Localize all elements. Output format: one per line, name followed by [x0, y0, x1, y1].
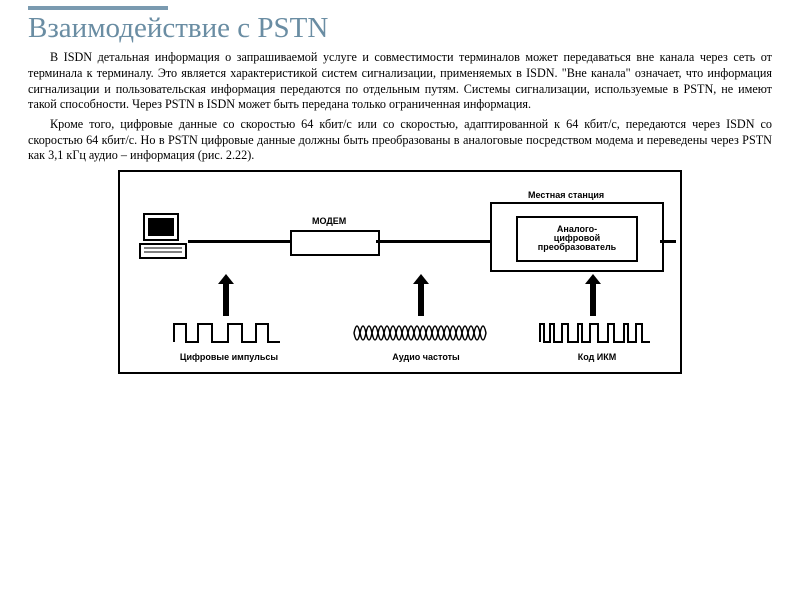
tx-line-2: [376, 240, 490, 243]
digital-waveform: [172, 320, 282, 346]
audio-waveform: [352, 318, 492, 348]
tx-line-3: [660, 240, 676, 243]
paragraph-2: Кроме того, цифровые данные со скоростью…: [28, 117, 772, 164]
digital-label: Цифровые импульсы: [174, 352, 284, 362]
paragraph-1: В ISDN детальная информация о запрашивае…: [28, 50, 772, 112]
arrow-audio: [418, 282, 424, 316]
pcm-label: Код ИКМ: [562, 352, 632, 362]
tx-line-1: [188, 240, 290, 243]
accent-bar: [28, 6, 168, 10]
computer-icon: [138, 212, 194, 264]
adc-box: Аналого- цифровой преобразователь: [516, 216, 638, 262]
station-label: Местная станция: [528, 190, 604, 200]
diagram-figure: МОДЕМ Местная станция Аналого- цифровой …: [118, 170, 682, 374]
pcm-waveform: [538, 320, 658, 346]
audio-label: Аудио частоты: [376, 352, 476, 362]
modem-label: МОДЕМ: [312, 216, 346, 226]
modem-box: [290, 230, 380, 256]
arrow-digital: [223, 282, 229, 316]
slide-content: Взаимодействие с PSTN В ISDN детальная и…: [0, 0, 800, 384]
arrow-pcm: [590, 282, 596, 316]
slide-title: Взаимодействие с PSTN: [28, 12, 772, 44]
